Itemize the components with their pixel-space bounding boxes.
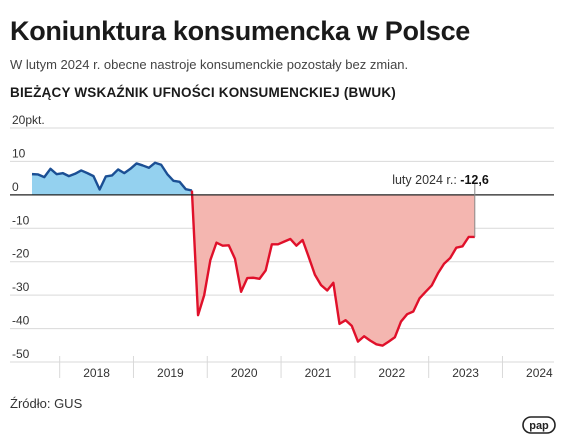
negative-area	[191, 190, 475, 346]
x-tick-label: 2018	[83, 366, 110, 380]
x-tick-label: 2020	[231, 366, 258, 380]
y-tick-labels: 20pkt. 10 0 -10 -20 -30 -40 -50	[12, 113, 45, 361]
bwuk-area-chart: 20pkt. 10 0 -10 -20 -30 -40 -50 2018 2019 2020 202…	[10, 113, 554, 380]
indicator-title: BIEŻĄCY WSKAŹNIK UFNOŚCI KONSUMENCKIEJ (…	[10, 85, 396, 100]
chart-subtitle: W lutym 2024 r. obecne nastroje konsumen…	[10, 57, 409, 72]
y-tick-label: -40	[12, 314, 30, 328]
x-tick-label: 2019	[157, 366, 184, 380]
negative-series-line	[190, 190, 475, 347]
x-tick-label: 2022	[378, 366, 405, 380]
x-tick-label: 2024	[526, 366, 553, 380]
positive-area	[32, 162, 192, 195]
chart-title: Koniunktura konsumencka w Polsce	[10, 16, 471, 46]
pap-logo: pap	[522, 416, 556, 434]
annotation-value: -12,6	[460, 173, 489, 187]
y-tick-label: -20	[12, 247, 30, 261]
x-tick-labels: 2018 2019 2020 2021 2022 2023 2024	[83, 366, 553, 380]
y-tick-label: -50	[12, 347, 30, 361]
y-tick-label: 0	[12, 180, 19, 194]
annotation-label: luty 2024 r.: -12,6	[392, 173, 489, 187]
y-tick-label: -10	[12, 213, 30, 227]
positive-series-line	[31, 161, 193, 192]
grid-lines	[10, 127, 554, 378]
series-lines	[31, 161, 475, 347]
y-tick-label: -30	[12, 280, 30, 294]
x-tick-label: 2023	[452, 366, 479, 380]
last-value-annotation: luty 2024 r.: -12,6	[392, 173, 489, 237]
svg-text:pap: pap	[529, 420, 549, 432]
area-fills	[32, 162, 475, 346]
y-tick-label: 10	[12, 146, 26, 160]
x-tick-label: 2021	[305, 366, 332, 380]
data-source: Źródło: GUS	[10, 396, 83, 411]
y-tick-label: 20pkt.	[12, 113, 45, 127]
